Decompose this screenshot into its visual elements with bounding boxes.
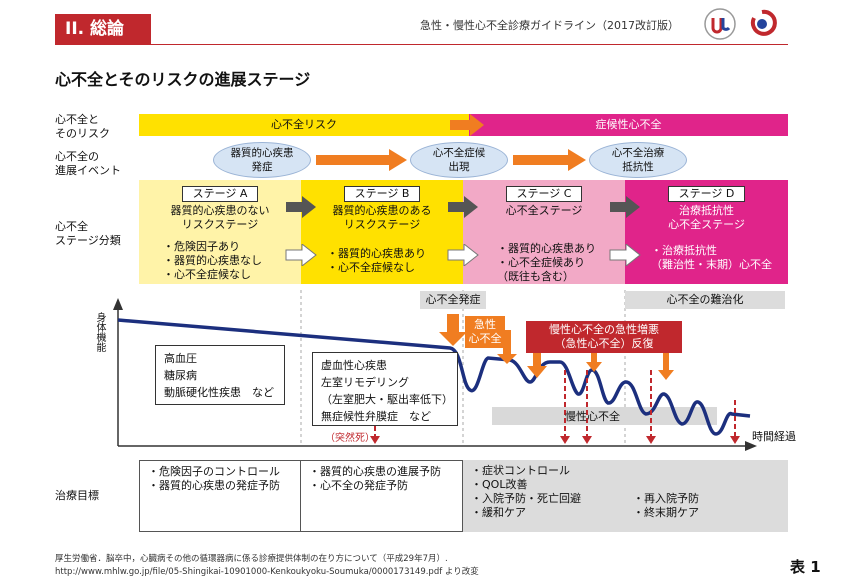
stage-b-title: ステージ B xyxy=(343,186,421,202)
body-function-chart xyxy=(113,290,757,451)
chronic-hf-label: 慢性心不全 xyxy=(565,410,620,423)
death-arrow-icon xyxy=(730,436,740,444)
treatment-item: ・症状コントロール xyxy=(471,464,570,477)
structural-item: 左室リモデリング xyxy=(321,376,409,389)
risk-factor-item: 糖尿病 xyxy=(164,369,197,382)
treatment-cd-box: ・症状コントロール ・QOL改善 ・入院予防・死亡回避 ・緩和ケア ・再入院予防… xyxy=(463,460,788,532)
x-axis-label: 時間経過 xyxy=(752,430,796,443)
stage-d-title: ステージ D xyxy=(667,186,746,202)
stage-d-desc: 治療抵抗性 心不全ステージ xyxy=(668,204,745,231)
source-url: http://www.mhlw.go.jp/file/05-Shingikai-… xyxy=(55,567,479,577)
stage-b-card: ステージ B 器質的心疾患のある リスクステージ ・器質的心疾患あり ・心不全症… xyxy=(301,180,463,284)
event-row-label: 心不全の 進展イベント xyxy=(55,150,121,177)
risk-factor-item: 動脈硬化性疾患 など xyxy=(164,386,274,399)
x-axis-arrow-icon xyxy=(745,441,757,451)
risk-bar: 心不全リスク xyxy=(139,114,469,136)
acute-arrow-icon xyxy=(527,366,547,378)
refractory-label: 心不全の難治化 xyxy=(625,291,785,309)
stage-a-item: ・危険因子あり xyxy=(163,240,240,253)
stage-arrow-outline-icon xyxy=(285,244,317,266)
treatment-item: ・緩和ケア xyxy=(471,506,526,519)
stage-b-desc: 器質的心疾患のある リスクステージ xyxy=(332,204,432,231)
treatment-item: ・入院予防・死亡回避 xyxy=(471,492,581,505)
treatment-item: ・終末期ケア xyxy=(633,506,699,519)
treatment-b-box: ・器質的心疾患の進展予防 ・心不全の発症予防 xyxy=(301,460,463,532)
risk-transition-arrow xyxy=(450,114,484,136)
treatment-a-box: ・危険因子のコントロール ・器質的心疾患の発症予防 xyxy=(139,460,301,532)
society-logos xyxy=(704,8,777,40)
stage-c-item: ・器質的心疾患あり xyxy=(497,242,596,255)
stage-d-card: ステージ D 治療抵抗性 心不全ステージ ・治療抵抗性 （難治性・末期）心不全 xyxy=(625,180,788,284)
event-refractory: 心不全治療 抵抗性 xyxy=(589,142,687,178)
stage-c-item: （既往も含む） xyxy=(497,270,574,283)
guideline-title: 急性・慢性心不全診療ガイドライン（2017改訂版） xyxy=(420,19,679,32)
stage-b-item: ・心不全症候なし xyxy=(327,261,415,274)
acute-arrow-icon xyxy=(586,362,602,372)
structural-item: （左室肥大・駆出率低下） xyxy=(321,393,453,406)
structural-item: 虚血性心疾患 xyxy=(321,359,387,372)
treatment-item: ・器質的心疾患の進展予防 xyxy=(309,465,441,478)
page-title: 心不全とそのリスクの進展ステージ xyxy=(55,70,311,89)
stage-a-item: ・器質的心疾患なし xyxy=(163,254,262,267)
acute-exacerbation-label: 慢性心不全の急性増悪 （急性心不全）反復 xyxy=(526,321,682,353)
death-arrow-icon xyxy=(560,436,570,444)
stage-c-card: ステージ C 心不全ステージ ・器質的心疾患あり ・心不全症候あり （既往も含む… xyxy=(463,180,625,284)
acute-arrow-icon xyxy=(658,370,674,380)
stage-arrow-outline-icon xyxy=(609,244,641,266)
stage-c-desc: 心不全ステージ xyxy=(505,204,583,217)
treatment-row-label: 治療目標 xyxy=(55,489,99,502)
stage-a-item: ・心不全症候なし xyxy=(163,268,251,281)
stage-arrow-outline-icon xyxy=(447,244,479,266)
risk-row-label: 心不全と そのリスク xyxy=(55,113,110,140)
event-arrow-2 xyxy=(513,149,586,171)
source-citation: 厚生労働省．脳卒中，心臓病その他の循環器病に係る診療提供体制の在り方について（平… xyxy=(55,554,448,564)
onset-label: 心不全発症 xyxy=(420,291,486,309)
table-number: 表 1 xyxy=(790,558,821,576)
stage-c-item: ・心不全症候あり xyxy=(497,256,585,269)
sudden-death-arrow-icon xyxy=(370,436,380,444)
death-arrow-icon xyxy=(582,436,592,444)
stage-a-card: ステージ A 器質的心疾患のない リスクステージ ・危険因子あり ・器質的心疾患… xyxy=(139,180,301,284)
treatment-item: ・QOL改善 xyxy=(471,478,528,491)
event-arrow-1 xyxy=(316,149,407,171)
death-arrow-icon xyxy=(646,436,656,444)
event-structural-onset: 器質的心疾患 発症 xyxy=(213,142,311,178)
stage-b-item: ・器質的心疾患あり xyxy=(327,247,426,260)
acute-hf-label: 急性 心不全 xyxy=(465,316,505,348)
symptomatic-bar: 症候性心不全 xyxy=(469,114,788,136)
header-divider xyxy=(55,44,788,45)
stage-arrow-icon xyxy=(448,196,478,218)
stage-a-desc: 器質的心疾患のない リスクステージ xyxy=(170,204,270,231)
treatment-item: ・再入院予防 xyxy=(633,492,699,505)
acute-arrow-icon xyxy=(497,354,517,364)
treatment-item: ・器質的心疾患の発症予防 xyxy=(148,479,280,492)
jhfs-logo-icon xyxy=(750,9,777,36)
event-symptom-onset: 心不全症候 出現 xyxy=(410,142,508,178)
sudden-death-label: （突然死） xyxy=(325,433,375,444)
stage-d-item: ・治療抵抗性 xyxy=(651,244,717,257)
risk-factor-box: 高血圧 糖尿病 動脈硬化性疾患 など xyxy=(155,345,285,405)
risk-factor-item: 高血圧 xyxy=(164,352,197,365)
structural-item: 無症候性弁膜症 など xyxy=(321,410,431,423)
stage-arrow-icon xyxy=(610,196,640,218)
stage-a-title: ステージ A xyxy=(181,186,259,202)
y-axis-arrow-icon xyxy=(113,298,123,310)
stage-d-item: （難治性・末期）心不全 xyxy=(651,258,772,271)
stage-row-label: 心不全 ステージ分類 xyxy=(55,220,121,247)
y-axis-label: 身体機能 xyxy=(94,312,105,352)
treatment-item: ・心不全の発症予防 xyxy=(309,479,408,492)
body-function-curve xyxy=(117,318,751,436)
section-badge: II. 総論 xyxy=(55,14,151,44)
stage-c-title: ステージ C xyxy=(505,186,583,202)
chronic-hf-band xyxy=(492,407,717,425)
structural-disease-box: 虚血性心疾患 左室リモデリング （左室肥大・駆出率低下） 無症候性弁膜症 など xyxy=(312,352,458,426)
treatment-item: ・危険因子のコントロール xyxy=(148,465,280,478)
onset-arrow-icon xyxy=(439,332,467,346)
stage-arrow-icon xyxy=(286,196,316,218)
